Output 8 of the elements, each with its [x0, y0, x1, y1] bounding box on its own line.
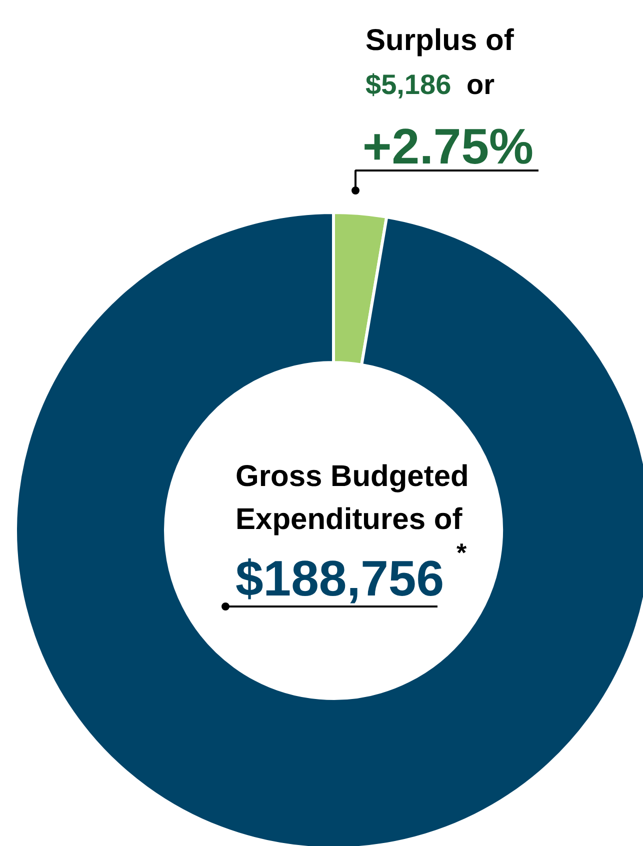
- text: +2.75%: [362, 118, 534, 174]
- text: Expenditures of: [236, 503, 464, 536]
- text: or: [466, 69, 495, 100]
- text: $5,186: [366, 69, 452, 100]
- text: Gross Budgeted: [236, 460, 469, 493]
- text: Surplus of: [366, 24, 515, 57]
- data-label: $188,756: [236, 550, 444, 606]
- text: *: [456, 538, 468, 568]
